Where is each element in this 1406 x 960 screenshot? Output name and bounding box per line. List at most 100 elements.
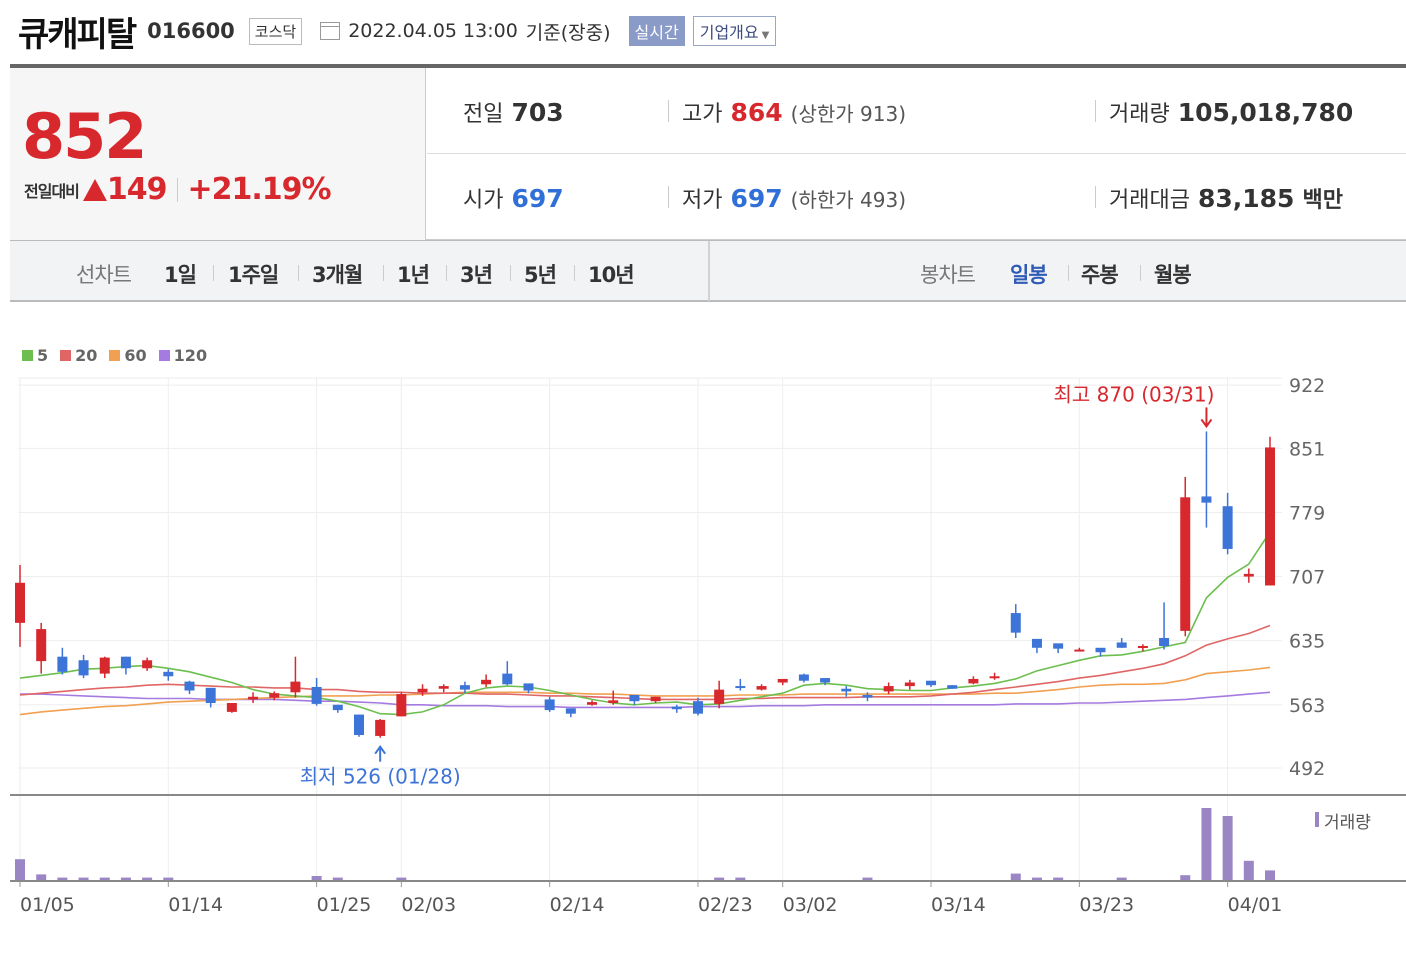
volume-bar xyxy=(1201,808,1212,880)
candle-body xyxy=(565,708,576,714)
legend-label: 120 xyxy=(173,346,208,365)
chevron-down-icon: ▼ xyxy=(761,30,770,41)
quote-datetime: 2022.04.05 13:00 xyxy=(348,20,518,42)
calendar-icon xyxy=(320,22,341,40)
volume-bar xyxy=(862,877,873,880)
up-triangle-icon xyxy=(82,178,107,201)
y-tick-label: 707 xyxy=(1289,567,1325,589)
candle-weekly[interactable]: 주봉 xyxy=(1081,263,1119,287)
candle-body xyxy=(947,685,958,689)
volume-bar xyxy=(1180,875,1191,880)
x-tick-label: 02/14 xyxy=(550,894,605,916)
high-annotation: 최고 870 (03/31) xyxy=(1054,382,1215,406)
candle-body xyxy=(523,683,534,691)
quote-grid: 전일 703 고가 864 (상한가 913) 거래량 105,018,780 … xyxy=(427,68,1406,240)
current-price: 852 xyxy=(22,100,147,173)
volume-bar xyxy=(120,877,131,880)
volume-bar xyxy=(1031,877,1042,880)
period-1w[interactable]: 1주일 xyxy=(228,263,279,287)
divider xyxy=(510,265,511,281)
candle-body xyxy=(777,678,788,683)
divider xyxy=(176,177,178,202)
divider xyxy=(10,64,1406,68)
high-value: 864 xyxy=(730,98,783,127)
divider xyxy=(383,265,384,281)
period-3y[interactable]: 3년 xyxy=(460,263,493,287)
ma5-line xyxy=(19,531,1271,716)
period-3m[interactable]: 3개월 xyxy=(312,263,363,287)
open-label: 시가 xyxy=(463,188,504,213)
candle-body xyxy=(353,714,364,736)
change-value: 149 xyxy=(106,172,168,207)
legend-label: 5 xyxy=(37,346,49,365)
volume-bar xyxy=(36,874,47,880)
candle-body xyxy=(587,702,598,705)
candle-body xyxy=(926,680,937,686)
price-box: 852 전일대비 149 +21.19% xyxy=(10,68,426,240)
candle-body xyxy=(438,686,449,689)
candle-body xyxy=(544,699,555,711)
candle-body xyxy=(820,678,831,683)
candle-body xyxy=(57,656,68,672)
x-tick-label: 03/14 xyxy=(931,894,986,916)
divider xyxy=(1068,265,1069,281)
volume-bar xyxy=(1222,816,1233,880)
x-tick-label: 01/05 xyxy=(20,894,75,916)
x-tick-label: 02/03 xyxy=(401,894,456,916)
high-arrow-head-icon xyxy=(1200,418,1213,429)
y-tick-label: 779 xyxy=(1289,502,1325,524)
candle-body xyxy=(1116,642,1127,648)
volume-bar xyxy=(78,877,89,880)
candle-body xyxy=(756,686,767,690)
period-1y[interactable]: 1년 xyxy=(397,263,430,287)
candle-body xyxy=(459,685,470,690)
open-price: 시가 697 xyxy=(463,182,564,214)
volume-label: 거래량 xyxy=(1109,102,1170,127)
candle-chart-label: 봉차트 xyxy=(920,263,976,287)
candle-body xyxy=(248,696,259,700)
low-label: 저가 xyxy=(682,188,723,213)
legend-ma60: 60 xyxy=(109,346,147,365)
x-tick-label: 03/23 xyxy=(1079,894,1134,916)
y-tick-label: 922 xyxy=(1289,375,1325,397)
amount-label: 거래대금 xyxy=(1109,188,1190,213)
divider xyxy=(1095,100,1096,122)
stock-code: 016600 xyxy=(147,19,235,43)
volume-bar xyxy=(735,877,746,880)
candle-body xyxy=(629,694,640,702)
x-tick-label: 03/02 xyxy=(783,894,838,916)
candle-body xyxy=(1053,643,1064,649)
volume-legend-swatch xyxy=(1315,812,1319,827)
candle-body xyxy=(78,660,89,676)
volume-value: 105,018,780 xyxy=(1177,98,1354,127)
candle-body xyxy=(1243,573,1254,577)
candle-daily[interactable]: 일봉 xyxy=(1010,263,1048,287)
candle-body xyxy=(692,701,703,714)
company-overview-dropdown[interactable]: 기업개요 ▼ xyxy=(692,16,777,46)
prev-close-label: 전일 xyxy=(463,102,504,127)
volume: 거래량 105,018,780 xyxy=(1109,96,1353,128)
volume-bar xyxy=(396,877,407,880)
divider xyxy=(668,100,669,122)
legend-label: 60 xyxy=(124,346,147,365)
realtime-button[interactable]: 실시간 xyxy=(628,16,685,46)
change-row: 전일대비 149 +21.19% xyxy=(24,172,332,207)
chart-legend: 5 20 60 120 xyxy=(22,346,207,365)
volume-bar xyxy=(1243,860,1254,880)
period-10y[interactable]: 10년 xyxy=(588,263,635,287)
candle-body xyxy=(481,679,492,685)
trade-amount: 거래대금 83,185 백만 xyxy=(1109,182,1343,214)
volume-bar xyxy=(311,876,322,880)
candle-monthly[interactable]: 월봉 xyxy=(1154,263,1192,287)
stock-name: 큐캐피탈 xyxy=(18,14,137,55)
period-5y[interactable]: 5년 xyxy=(524,263,557,287)
line-chart-label: 선차트 xyxy=(76,263,132,287)
candle-body xyxy=(142,660,153,669)
candle-body xyxy=(1074,649,1085,652)
low-arrow-head-icon xyxy=(374,744,386,755)
low-annotation: 최저 526 (01/28) xyxy=(300,765,461,789)
period-1d[interactable]: 1일 xyxy=(164,263,197,287)
divider xyxy=(668,186,669,208)
x-tick-label: 04/01 xyxy=(1228,894,1283,916)
